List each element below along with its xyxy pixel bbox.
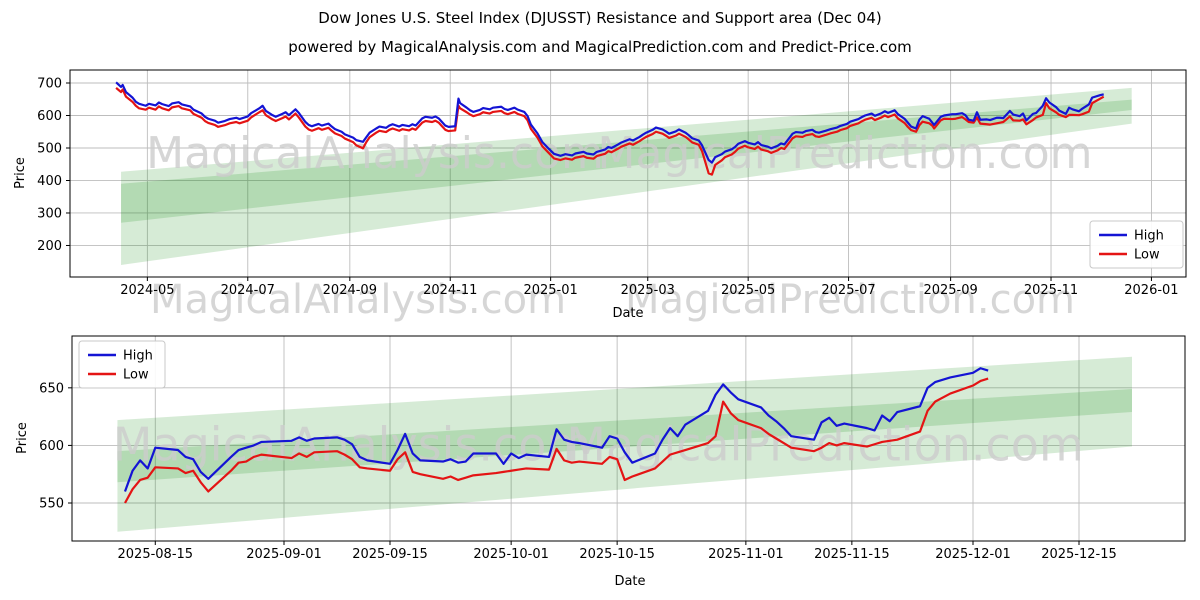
axes-spines bbox=[69, 69, 1187, 278]
y-tick-label: 600 bbox=[37, 109, 62, 124]
x-tick-label: 2026-01 bbox=[1124, 283, 1178, 298]
x-tick-label: 2025-03 bbox=[621, 283, 675, 298]
x-tick-label: 2025-08-15 bbox=[118, 547, 194, 562]
x-tick-label: 2024-05 bbox=[120, 283, 174, 298]
x-tick-label: 2025-12-15 bbox=[1041, 547, 1117, 562]
legend-entry-high-label: High bbox=[1134, 229, 1164, 244]
legend-box bbox=[1089, 220, 1184, 269]
legend-box bbox=[78, 340, 166, 389]
legend: High Low bbox=[1089, 220, 1184, 269]
x-axis-label: Date bbox=[614, 574, 645, 589]
x-tick-label: 2025-05 bbox=[721, 283, 775, 298]
x-tick-label: 2024-07 bbox=[221, 283, 275, 298]
y-tick-label: 200 bbox=[37, 239, 62, 254]
y-tick-label: 550 bbox=[39, 496, 64, 511]
chart-subtitle: powered by MagicalAnalysis.com and Magic… bbox=[288, 38, 912, 56]
resistance-band bbox=[117, 356, 1132, 483]
high-line bbox=[123, 367, 989, 492]
x-tick-label: 2025-10-01 bbox=[473, 547, 549, 562]
plot-background bbox=[72, 336, 1185, 541]
chart-title: Dow Jones U.S. Steel Index (DJUSST) Resi… bbox=[318, 9, 882, 27]
x-axis-label: Date bbox=[612, 306, 643, 321]
x-tick-label: 2025-09-15 bbox=[352, 547, 428, 562]
x-tick-label: 2024-11 bbox=[423, 283, 477, 298]
low-line bbox=[115, 87, 1105, 176]
x-tick-label: 2025-11-15 bbox=[814, 547, 890, 562]
x-tick-label: 2025-10-15 bbox=[579, 547, 655, 562]
x-tick-label: 2024-09 bbox=[323, 283, 377, 298]
detail-chart: MagicalAnalysis.comMagicalPrediction.com… bbox=[15, 335, 1186, 589]
y-tick-label: 600 bbox=[39, 439, 64, 454]
axes-spines bbox=[71, 335, 1186, 542]
x-tick-label: 2025-11-01 bbox=[708, 547, 784, 562]
support-band bbox=[121, 99, 1132, 265]
y-tick-label: 500 bbox=[37, 141, 62, 156]
x-tick-label: 2025-12-01 bbox=[935, 547, 1011, 562]
high-line bbox=[115, 81, 1104, 164]
x-tick-label: 2025-09-01 bbox=[246, 547, 322, 562]
watermark-text: MagicalPrediction.com bbox=[625, 277, 1075, 323]
x-tick-label: 2025-09 bbox=[923, 283, 977, 298]
y-axis-label: Price bbox=[15, 422, 30, 454]
x-tick-label: 2025-01 bbox=[523, 283, 577, 298]
plot-background bbox=[70, 70, 1186, 277]
low-line bbox=[124, 377, 989, 504]
y-tick-label: 300 bbox=[37, 206, 62, 221]
watermark-text: MagicalAnalysis.com bbox=[146, 128, 604, 179]
legend: High Low bbox=[78, 340, 166, 389]
legend-entry-low-label: Low bbox=[1134, 248, 1160, 263]
y-tick-label: 650 bbox=[39, 381, 64, 396]
legend-entry-low-label: Low bbox=[123, 368, 149, 383]
y-axis-label: Price bbox=[13, 157, 28, 189]
watermark-text: MagicalPrediction.com bbox=[598, 128, 1093, 179]
watermark-text: MagicalAnalysis.com bbox=[150, 277, 566, 323]
y-tick-label: 400 bbox=[37, 174, 62, 189]
y-tick-label: 700 bbox=[37, 76, 62, 91]
x-tick-label: 2025-11 bbox=[1024, 283, 1078, 298]
legend-entry-high-label: High bbox=[123, 349, 153, 364]
overview-chart: MagicalAnalysis.comMagicalPrediction.com… bbox=[13, 69, 1187, 323]
x-tick-label: 2025-07 bbox=[821, 283, 875, 298]
resistance-band bbox=[121, 87, 1132, 223]
